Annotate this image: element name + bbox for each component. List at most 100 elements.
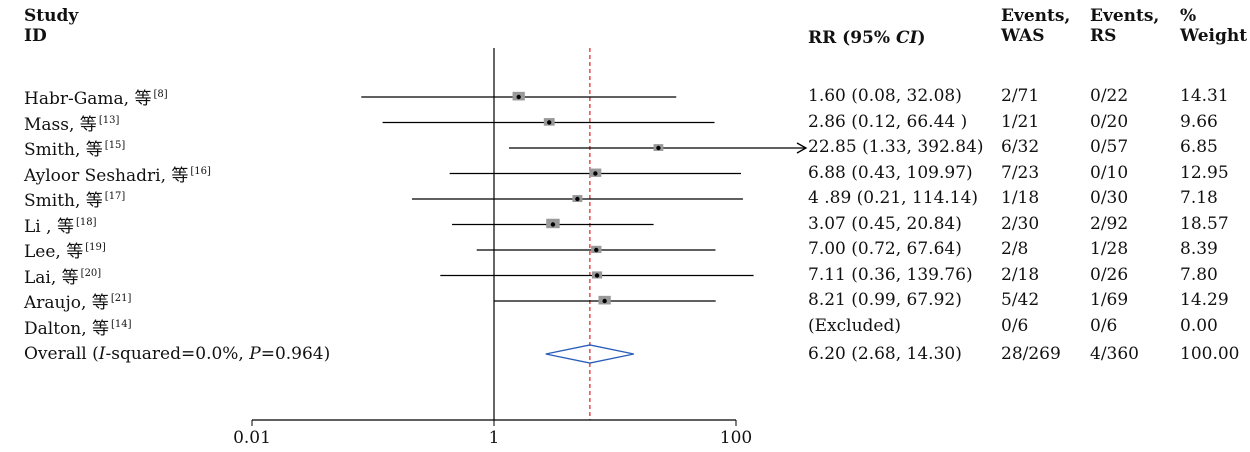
point-estimate (550, 222, 556, 227)
point-estimate (593, 171, 598, 176)
study-events-rs: 0/22 (1090, 86, 1129, 106)
study-label: Smith, 等 [17] (24, 188, 125, 210)
study-weight: 14.29 (1180, 290, 1229, 310)
point-estimate (594, 273, 600, 278)
x-tick-label: 0.01 (233, 428, 271, 448)
overall-weight: 100.00 (1180, 344, 1240, 364)
study-weight: 7.80 (1180, 264, 1218, 285)
study-reference: [21] (110, 293, 132, 304)
study-weight: 8.39 (1180, 239, 1218, 259)
header-weight-line1: % (1180, 6, 1197, 26)
study-ci-text: 3.07 (0.45, 20.84) (808, 213, 962, 234)
study-events-rs: 1/69 (1090, 290, 1129, 310)
ci-arrow (796, 142, 808, 154)
study-weight: 18.57 (1180, 213, 1229, 234)
study-events-was: 2/30 (1001, 213, 1040, 234)
study-events-rs: 2/92 (1090, 213, 1129, 234)
study-label: Li , 等 [18] (24, 214, 96, 236)
x-tick-label: 100 (719, 428, 753, 448)
overall-events-was: 28/269 (1001, 344, 1061, 364)
study-weight: 12.95 (1180, 162, 1229, 183)
study-events-was: 6/32 (1001, 137, 1040, 157)
study-label: Habr-Gama, 等 [8] (24, 86, 168, 108)
study-label: Mass, 等 [13] (24, 112, 119, 134)
study-reference: [13] (98, 114, 120, 126)
study-ci-text: (Excluded) (808, 315, 901, 336)
study-ci-text: 8.21 (0.99, 67.92) (808, 290, 962, 310)
overall-label-mid: -squared=0.0%, (105, 344, 250, 364)
study-events-was: 7/23 (1001, 162, 1040, 183)
header-rr-prefix: RR (95% (808, 28, 896, 48)
study-reference: [8] (153, 89, 168, 100)
study-weight: 0.00 (1180, 315, 1218, 336)
header-events-was-line1: Events, (1001, 6, 1071, 26)
overall-label-suffix: =0.964) (260, 344, 331, 364)
study-name: Lai, 等 (24, 267, 79, 288)
study-ci-text: 4 .89 (0.21, 114.14) (808, 188, 979, 208)
overall-events-rs: 4/360 (1090, 344, 1139, 364)
study-reference: [20] (80, 267, 102, 279)
x-tick-label: 1 (488, 428, 500, 448)
point-estimate (602, 298, 607, 304)
header-rr: RR (95% CI) (808, 28, 925, 48)
study-events-was: 2/71 (1001, 86, 1040, 106)
study-events-rs: 0/20 (1090, 111, 1129, 132)
header-events-rs: Events, RS (1090, 6, 1159, 46)
study-ci-text: 7.11 (0.36, 139.76) (808, 264, 973, 285)
study-events-was: 1/21 (1001, 111, 1040, 132)
study-label: Dalton, 等 [14] (24, 316, 132, 338)
study-reference: [15] (104, 140, 126, 151)
study-events-rs: 1/28 (1090, 239, 1129, 259)
point-estimate (516, 94, 521, 100)
study-name: Ayloor Seshadri, 等 (24, 165, 189, 186)
study-weight: 6.85 (1180, 137, 1218, 157)
overall-ci-text: 6.20 (2.68, 14.30) (808, 344, 962, 364)
study-label: Lai, 等 [20] (24, 265, 101, 287)
point-estimate (594, 247, 599, 253)
study-name: Smith, 等 (24, 140, 103, 160)
study-ci-text: 1.60 (0.08, 32.08) (808, 86, 962, 106)
study-label: Smith, 等 [15] (24, 137, 125, 159)
study-reference: [17] (104, 191, 126, 202)
study-events-was: 5/42 (1001, 290, 1040, 310)
header-weight-line2: Weight (1180, 26, 1248, 46)
header-events-was: Events, WAS (1001, 6, 1070, 46)
study-label: Araujo, 等 [21] (24, 290, 131, 312)
study-ci-text: 7.00 (0.72, 67.64) (808, 239, 962, 259)
study-weight: 7.18 (1180, 188, 1218, 208)
study-events-was: 2/8 (1001, 239, 1029, 259)
study-name: Habr-Gama, 等 (24, 89, 152, 109)
study-reference: [18] (75, 216, 97, 228)
header-rr-ci: CI (895, 28, 918, 48)
overall-diamond (545, 344, 634, 364)
overall-label-p: P (249, 344, 261, 364)
study-events-rs: 0/6 (1090, 315, 1118, 336)
overall-label: Overall (I-squared=0.0%, P=0.964) (24, 345, 330, 363)
study-ci-text: 2.86 (0.12, 66.44 ) (808, 111, 968, 132)
overall-label-i: I (98, 344, 106, 364)
study-name: Araujo, 等 (24, 293, 109, 313)
study-name: Li , 等 (24, 216, 74, 237)
header-study: Study ID (24, 6, 78, 46)
study-events-rs: 0/10 (1090, 162, 1129, 183)
header-events-was-line2: WAS (1001, 26, 1045, 46)
study-name: Mass, 等 (24, 114, 97, 135)
study-events-rs: 0/57 (1090, 137, 1129, 157)
header-rr-suffix: ) (917, 28, 926, 48)
study-name: Dalton, 等 (24, 318, 110, 339)
study-events-was: 0/6 (1001, 315, 1029, 336)
study-events-rs: 0/26 (1090, 264, 1129, 285)
header-weight: % Weight (1180, 6, 1247, 46)
study-name: Smith, 等 (24, 191, 103, 211)
overall-label-prefix: Overall ( (24, 344, 99, 364)
header-events-rs-line2: RS (1090, 26, 1117, 46)
study-reference: [16] (190, 165, 211, 177)
study-events-rs: 0/30 (1090, 188, 1129, 208)
study-ci-text: 6.88 (0.43, 109.97) (808, 162, 973, 183)
study-events-was: 1/18 (1001, 188, 1040, 208)
study-name: Lee, 等 (24, 242, 84, 262)
point-estimate (656, 145, 661, 151)
point-estimate (547, 120, 552, 125)
